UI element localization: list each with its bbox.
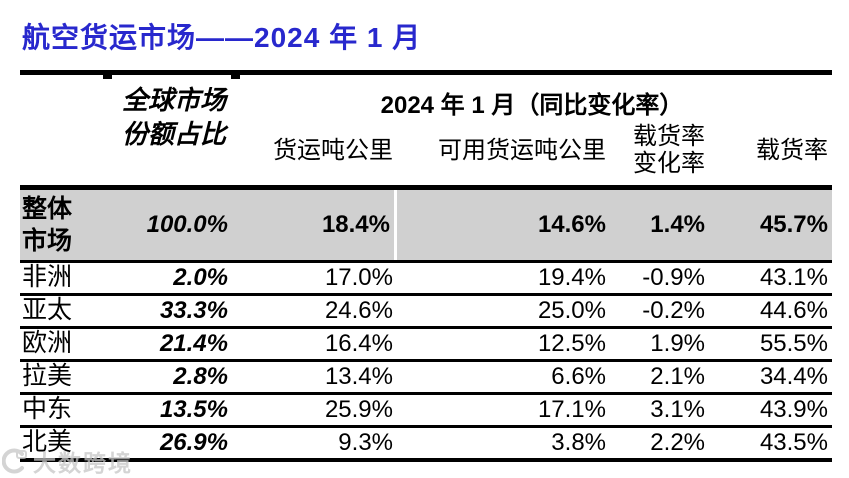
table-row: 欧洲 21.4% 16.4% 12.5% 1.9% 55.5% xyxy=(20,326,832,359)
cell-plf-change: 1.4% xyxy=(650,211,705,238)
page-title: 航空货运市场——2024 年 1 月 xyxy=(22,22,422,53)
cell-plf-change: -0.9% xyxy=(642,264,705,291)
cell-actk: 3.8% xyxy=(551,429,606,456)
region-name: 中东 xyxy=(22,396,73,423)
cell-plf: 34.4% xyxy=(759,363,828,390)
cell-plf: 43.1% xyxy=(759,264,828,291)
cell-plf-change: 3.1% xyxy=(650,396,705,423)
cell-ctk: 17.0% xyxy=(324,264,393,291)
table-row: 中东 13.5% 25.9% 17.1% 3.1% 43.9% xyxy=(20,392,832,425)
column-header-plf: 载货率 xyxy=(756,137,828,164)
region-name: 欧洲 xyxy=(22,330,73,357)
cell-ctk: 24.6% xyxy=(324,297,393,324)
table-row: 亚太 33.3% 24.6% 25.0% -0.2% 44.6% xyxy=(20,293,832,326)
cell-plf-change: -0.2% xyxy=(642,297,705,324)
cell-plf-change: 2.1% xyxy=(650,363,705,390)
cell-share: 21.4% xyxy=(159,330,228,357)
table-row: 拉美 2.8% 13.4% 6.6% 2.1% 34.4% xyxy=(20,359,832,392)
cell-plf: 43.9% xyxy=(759,396,828,423)
cell-actk: 25.0% xyxy=(537,297,606,324)
border-notch xyxy=(103,75,112,79)
region-name: 非洲 xyxy=(22,264,73,291)
cell-ctk: 13.4% xyxy=(324,363,393,390)
group-header: 2024 年 1 月（同比变化率） xyxy=(380,92,684,119)
cell-share: 26.9% xyxy=(159,429,228,456)
cell-ctk: 9.3% xyxy=(338,429,393,456)
cell-ctk: 18.4% xyxy=(232,190,397,260)
watermark-logo-icon xyxy=(2,448,27,474)
table-bottom-border xyxy=(20,458,832,462)
watermark-text: 大数跨境 xyxy=(33,451,133,476)
table-row: 北美 26.9% 9.3% 3.8% 2.2% 43.5% xyxy=(20,425,832,458)
cell-actk: 19.4% xyxy=(537,264,606,291)
watermark: 大数跨境 xyxy=(2,444,133,478)
cell-plf: 55.5% xyxy=(759,330,828,357)
cell-share: 100.0% xyxy=(146,211,228,238)
region-name: 整体 市场 xyxy=(22,195,73,255)
header-bottom-border xyxy=(20,185,832,190)
cell-actk: 6.6% xyxy=(551,363,606,390)
total-row: 整体 市场 100.0% 18.4% 14.6% 1.4% 45.7% xyxy=(20,190,832,260)
cell-actk: 14.6% xyxy=(537,211,606,238)
air-cargo-table: 全球市场 份额占比 2024 年 1 月（同比变化率） 货运吨公里 可用货运吨公… xyxy=(20,70,832,462)
table-row: 非洲 2.0% 17.0% 19.4% -0.9% 43.1% xyxy=(20,260,832,293)
region-name: 拉美 xyxy=(22,363,73,390)
cell-plf-change: 2.2% xyxy=(650,429,705,456)
cell-plf: 43.5% xyxy=(759,429,828,456)
column-header-ctk: 货运吨公里 xyxy=(273,137,393,164)
cell-actk: 17.1% xyxy=(537,396,606,423)
share-column-header: 全球市场 份额占比 xyxy=(121,85,226,149)
table-header: 全球市场 份额占比 2024 年 1 月（同比变化率） 货运吨公里 可用货运吨公… xyxy=(20,75,832,185)
cell-actk: 12.5% xyxy=(537,330,606,357)
cell-share: 33.3% xyxy=(159,297,228,324)
cell-plf: 45.7% xyxy=(759,211,828,238)
column-header-plf-change: 载货率 变化率 xyxy=(633,124,705,177)
cell-share: 2.8% xyxy=(173,363,228,390)
cell-share: 2.0% xyxy=(173,264,228,291)
cell-ctk: 16.4% xyxy=(324,330,393,357)
cell-ctk: 25.9% xyxy=(324,396,393,423)
cell-plf-change: 1.9% xyxy=(650,330,705,357)
cell-plf: 44.6% xyxy=(759,297,828,324)
cell-share: 13.5% xyxy=(159,396,228,423)
border-notch xyxy=(231,75,240,79)
column-header-actk: 可用货运吨公里 xyxy=(438,137,606,164)
table-top-border xyxy=(20,70,832,79)
region-name: 北美 xyxy=(22,429,73,456)
region-name: 亚太 xyxy=(22,297,73,324)
